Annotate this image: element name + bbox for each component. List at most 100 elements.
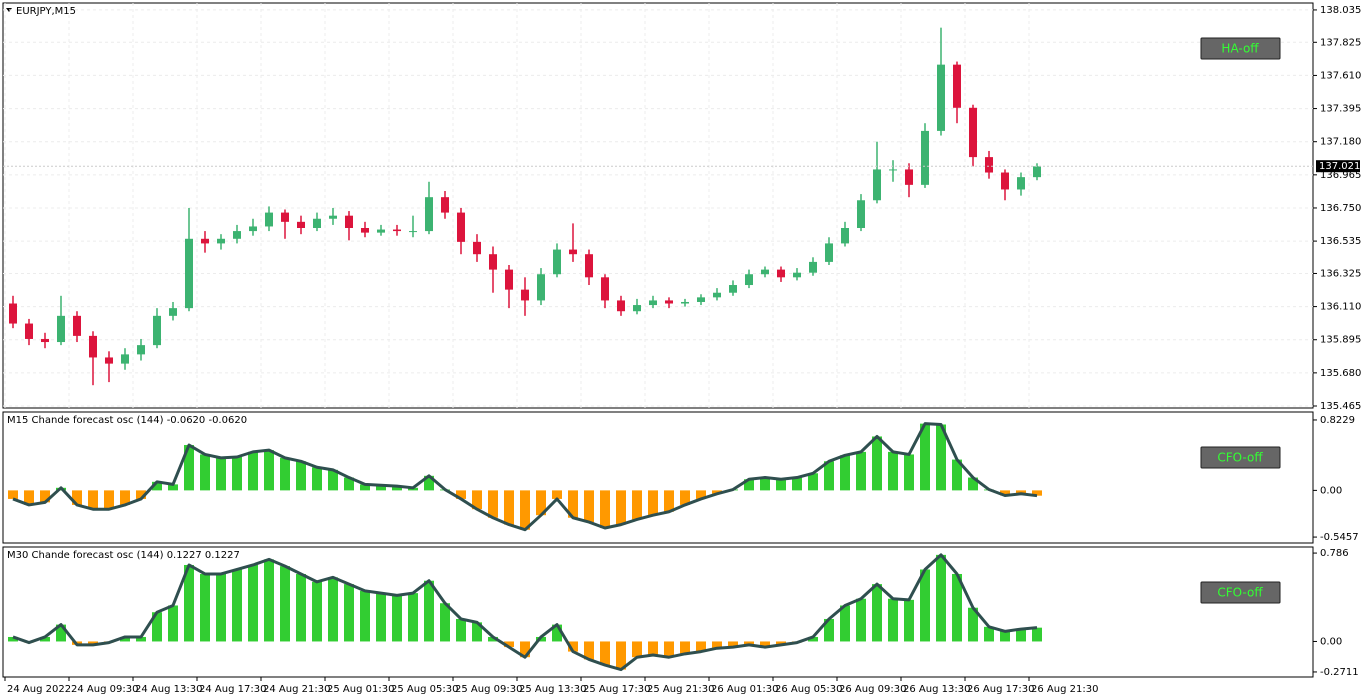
histogram-bar <box>1016 629 1026 642</box>
y-tick-label: 136.750 <box>1320 203 1361 214</box>
y-tick-label: 136.110 <box>1320 302 1361 313</box>
histogram-bar <box>376 485 386 491</box>
candle-body <box>201 238 209 244</box>
toggle-button-label[interactable]: CFO-off <box>1217 451 1263 465</box>
candle-body <box>825 243 833 262</box>
histogram-bar <box>840 605 850 642</box>
toggle-button[interactable] <box>1200 37 1281 60</box>
x-tick-label: 24 Aug 2022 <box>7 684 71 695</box>
histogram-bar <box>696 641 706 652</box>
histogram-bar <box>504 641 514 648</box>
histogram-bar <box>232 457 242 491</box>
histogram-bar <box>168 605 178 642</box>
histogram-bar <box>936 554 946 642</box>
x-tick-label: 26 Aug 13:30 <box>903 684 970 695</box>
candle-body <box>457 212 465 242</box>
y-tick-label: 136.535 <box>1320 236 1361 247</box>
histogram-bar <box>264 450 274 491</box>
y-tick-label: -0.5457 <box>1320 532 1359 543</box>
histogram-bar <box>184 564 194 642</box>
panel-title: M30 Chande forecast osc (144) 0.1227 0.1… <box>7 550 240 561</box>
y-tick-label: 136.325 <box>1320 268 1361 279</box>
candle-body <box>265 212 273 227</box>
candle-body <box>1001 172 1009 190</box>
candle-body <box>729 285 737 293</box>
candle-body <box>777 269 785 278</box>
histogram-bar <box>600 490 610 529</box>
histogram-bar <box>552 624 562 642</box>
candle-body <box>649 300 657 306</box>
x-tick-label: 25 Aug 17:30 <box>583 684 650 695</box>
x-tick-label: 25 Aug 09:30 <box>455 684 522 695</box>
histogram-bar <box>392 595 402 642</box>
candle-body <box>505 269 513 290</box>
candle-body <box>953 64 961 108</box>
histogram-bar <box>56 624 66 642</box>
histogram-bar <box>968 477 978 491</box>
histogram-bar <box>136 636 146 642</box>
histogram-bar <box>536 490 546 516</box>
candle-body <box>905 169 913 185</box>
candle-body <box>681 301 689 304</box>
toggle-button[interactable] <box>1200 446 1281 469</box>
candle-body <box>969 107 977 158</box>
histogram-bar <box>856 598 866 642</box>
candle-body <box>409 231 417 233</box>
y-tick-label: 137.825 <box>1320 37 1361 48</box>
candle-body <box>313 218 321 228</box>
histogram-bar <box>632 641 642 658</box>
x-tick-label: 24 Aug 21:30 <box>263 684 330 695</box>
histogram-bar <box>968 607 978 642</box>
y-tick-label: 137.610 <box>1320 70 1361 81</box>
candle-body <box>9 303 17 324</box>
candle-body <box>585 254 593 278</box>
y-tick-label: 137.395 <box>1320 104 1361 115</box>
candle-body <box>25 323 33 339</box>
panel-frame <box>2 411 1314 544</box>
histogram-bar <box>120 490 130 505</box>
candle-body <box>169 308 177 316</box>
histogram-bar <box>440 603 450 642</box>
histogram-bar <box>168 484 178 491</box>
histogram-bar <box>648 490 658 516</box>
histogram-bar <box>920 569 930 642</box>
histogram-bar <box>152 612 162 642</box>
histogram-bar <box>280 566 290 642</box>
toggle-button[interactable] <box>1200 581 1281 604</box>
histogram-bar <box>952 573 962 642</box>
candle-body <box>553 249 561 275</box>
candle-body <box>873 169 881 201</box>
candle-body <box>425 197 433 232</box>
histogram-bar <box>408 593 418 642</box>
candle-body <box>57 315 65 343</box>
candle-body <box>473 241 481 255</box>
candle-body <box>537 274 545 301</box>
histogram-bar <box>1016 490 1026 494</box>
x-tick-label: 26 Aug 05:30 <box>775 684 842 695</box>
panel-title: M15 Chande forecast osc (144) -0.0620 -0… <box>7 415 247 426</box>
toggle-button-label[interactable]: HA-off <box>1221 42 1259 56</box>
histogram-bar <box>72 490 82 505</box>
candle-body <box>601 277 609 301</box>
histogram-bar <box>424 580 434 642</box>
toggle-button-label[interactable]: CFO-off <box>1217 586 1263 600</box>
y-tick-label: -0.2711 <box>1320 667 1359 678</box>
candle-body <box>889 169 897 171</box>
y-tick-label: 0.00 <box>1320 636 1342 647</box>
candle-body <box>233 231 241 239</box>
histogram-bar <box>872 584 882 642</box>
histogram-bar <box>744 641 754 645</box>
histogram-bar <box>232 569 242 642</box>
y-tick-label: 0.00 <box>1320 485 1342 496</box>
histogram-bar <box>664 490 674 512</box>
histogram-bar <box>680 490 690 505</box>
y-tick-label: 135.895 <box>1320 335 1361 346</box>
histogram-bar <box>824 618 834 642</box>
histogram-bar <box>344 477 354 491</box>
histogram-bar <box>360 590 370 642</box>
candle-body <box>857 200 865 228</box>
histogram-bar <box>312 581 322 642</box>
histogram-bar <box>8 636 18 642</box>
candle-body <box>1033 166 1041 178</box>
histogram-bar <box>568 490 578 518</box>
